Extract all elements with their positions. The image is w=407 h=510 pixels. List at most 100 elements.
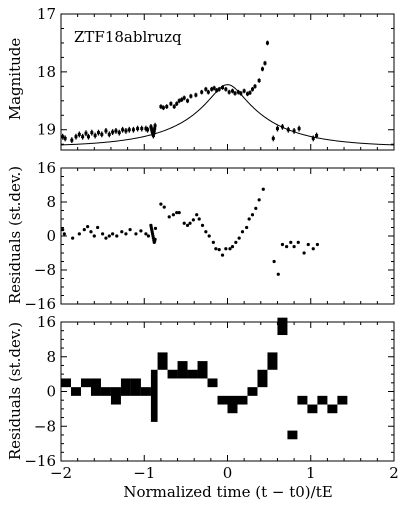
plot-frame bbox=[60, 167, 395, 305]
y-tick-label: 0 bbox=[46, 383, 56, 401]
point-marker bbox=[90, 131, 94, 135]
point-marker bbox=[86, 135, 90, 139]
point-marker bbox=[224, 87, 228, 91]
data-point bbox=[265, 40, 269, 46]
residual-bin bbox=[90, 378, 101, 396]
residual-point bbox=[207, 234, 211, 238]
residual-bin bbox=[130, 378, 141, 396]
residual-bin bbox=[337, 395, 348, 405]
residual-bin bbox=[287, 430, 298, 440]
point-marker bbox=[280, 125, 284, 129]
model-lightcurve bbox=[61, 84, 394, 146]
residual-bin bbox=[150, 369, 158, 422]
binned-residuals-panel: −16 −8 0 8 16 −2 −1 0 1 2 bbox=[24, 313, 398, 482]
residual-bin bbox=[317, 395, 328, 405]
data-point bbox=[172, 104, 176, 109]
binned-residuals-axis-title: Residuals (st.dev.) bbox=[6, 322, 24, 460]
residual-bin bbox=[277, 317, 288, 336]
point-marker bbox=[200, 90, 204, 94]
data-point bbox=[239, 90, 243, 96]
residual-point bbox=[204, 230, 208, 234]
residual-bin bbox=[307, 404, 318, 414]
data-point bbox=[114, 128, 118, 134]
residual-point bbox=[175, 211, 179, 215]
residual-point bbox=[86, 225, 90, 229]
data-point bbox=[210, 86, 214, 92]
residual-point bbox=[230, 245, 235, 249]
residual-bin bbox=[80, 378, 91, 388]
target-name-label: ZTF18ablruzq bbox=[74, 28, 182, 46]
point-marker bbox=[159, 105, 163, 109]
data-point bbox=[224, 86, 228, 92]
data-point bbox=[186, 98, 190, 104]
data-point bbox=[189, 93, 193, 99]
magnitude-axis-title: Magnitude bbox=[6, 38, 24, 121]
residual-point bbox=[240, 230, 245, 234]
point-marker bbox=[230, 89, 234, 93]
residual-point bbox=[224, 247, 228, 251]
data-point bbox=[182, 95, 186, 101]
point-marker bbox=[180, 98, 184, 102]
residual-point bbox=[200, 223, 205, 227]
data-point bbox=[104, 128, 108, 134]
point-marker bbox=[250, 87, 254, 91]
residual-point bbox=[61, 228, 65, 232]
residual-point bbox=[292, 245, 296, 249]
residual-point bbox=[311, 247, 315, 251]
residual-point bbox=[77, 232, 81, 236]
data-point bbox=[121, 126, 125, 133]
point-marker bbox=[239, 91, 243, 95]
point-marker bbox=[215, 88, 219, 92]
point-marker bbox=[111, 130, 115, 134]
residual-point bbox=[280, 242, 285, 247]
residuals-axis-title: Residuals (st.dev.) bbox=[6, 166, 24, 304]
data-point bbox=[175, 101, 179, 107]
data-point bbox=[242, 88, 246, 94]
residual-point bbox=[302, 251, 306, 255]
point-marker bbox=[189, 94, 193, 98]
residual-bin bbox=[140, 387, 151, 396]
point-marker bbox=[253, 84, 257, 88]
point-marker bbox=[242, 89, 246, 93]
residual-bin bbox=[187, 369, 198, 379]
residual-point bbox=[82, 228, 86, 232]
residual-bin bbox=[247, 387, 258, 396]
residual-point bbox=[104, 236, 108, 240]
point-marker bbox=[286, 128, 290, 132]
residual-point bbox=[134, 232, 138, 236]
data-point bbox=[253, 84, 257, 89]
residual-point bbox=[124, 232, 128, 236]
residual-point bbox=[139, 229, 143, 233]
data-point bbox=[84, 130, 88, 137]
residual-point bbox=[128, 228, 132, 232]
point-marker bbox=[61, 135, 65, 139]
data-point bbox=[250, 86, 254, 92]
residual-point bbox=[197, 217, 201, 221]
data-point bbox=[70, 137, 74, 144]
y-tick-label: 16 bbox=[37, 159, 56, 177]
point-marker bbox=[121, 128, 125, 132]
residual-bin bbox=[110, 387, 121, 405]
residual-point bbox=[182, 221, 186, 225]
residual-point bbox=[247, 217, 251, 221]
data-point bbox=[271, 135, 275, 142]
point-marker bbox=[210, 87, 214, 91]
data-point bbox=[230, 88, 234, 94]
point-marker bbox=[144, 127, 148, 131]
data-point bbox=[81, 133, 85, 140]
residual-point bbox=[92, 234, 96, 238]
magnitude-panel: 17 18 19 bbox=[37, 5, 395, 151]
point-marker bbox=[182, 96, 186, 100]
residual-point bbox=[220, 253, 225, 257]
point-marker bbox=[93, 134, 97, 138]
point-marker bbox=[74, 135, 78, 139]
point-marker bbox=[77, 132, 81, 136]
point-marker bbox=[297, 127, 301, 131]
data-point bbox=[131, 126, 135, 133]
x-tick-label: 2 bbox=[389, 464, 399, 482]
residual-point bbox=[171, 213, 175, 217]
point-marker bbox=[153, 124, 157, 128]
data-point bbox=[206, 89, 210, 95]
data-point bbox=[136, 125, 140, 132]
residual-point bbox=[185, 223, 190, 227]
